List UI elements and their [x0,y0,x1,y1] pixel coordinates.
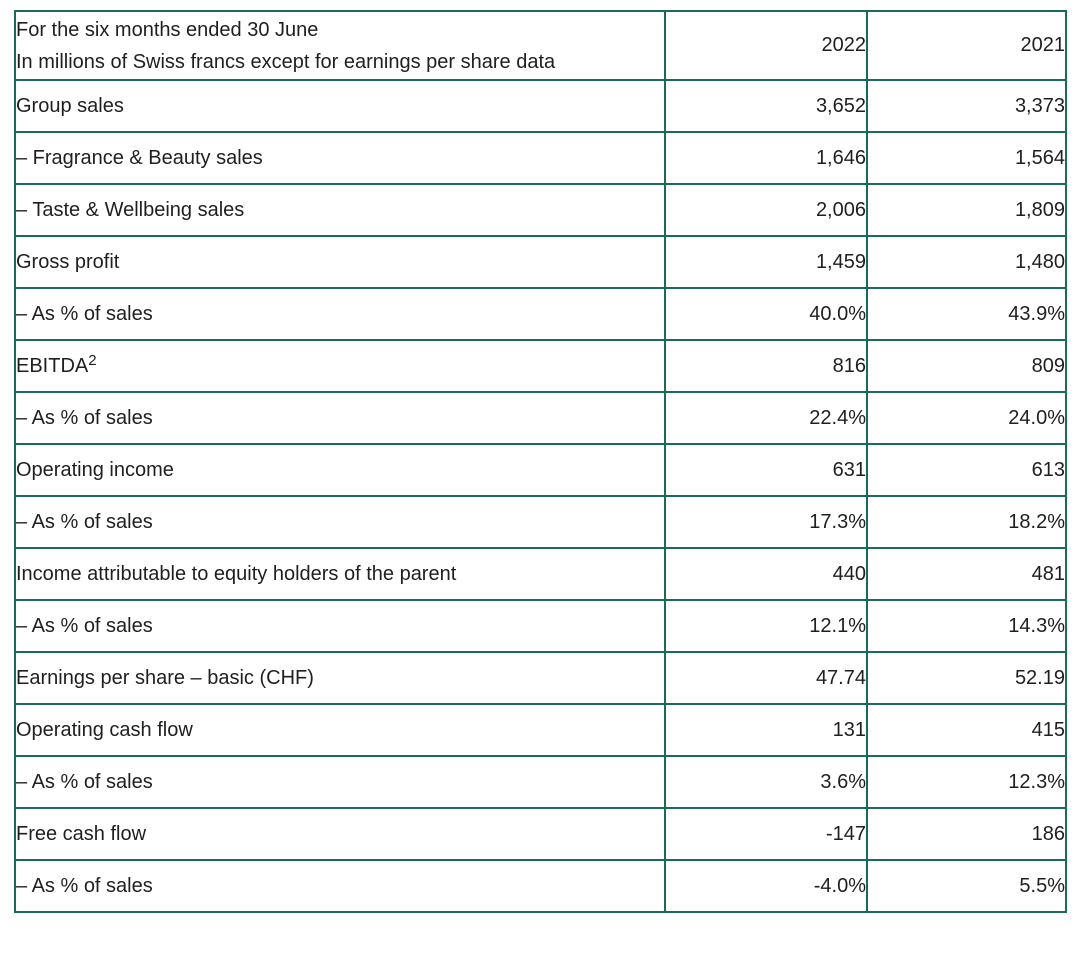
table-row: – As % of sales 17.3% 18.2% [14,495,1067,549]
row-label: Earnings per share – basic (CHF) [14,651,666,705]
row-label: Free cash flow [14,807,666,861]
table-row: – As % of sales 12.1% 14.3% [14,599,1067,653]
table-row: EBITDA2 816 809 [14,339,1067,393]
row-label: – As % of sales [14,755,666,809]
table-row: Operating income 631 613 [14,443,1067,497]
table-header-row: For the six months ended 30 June In mill… [14,10,1067,81]
value-2022: 17.3% [664,495,868,549]
value-2021: 43.9% [866,287,1067,341]
value-2021: 481 [866,547,1067,601]
table-row: Group sales 3,652 3,373 [14,79,1067,133]
financial-results-table: For the six months ended 30 June In mill… [14,10,1067,913]
value-2021: 415 [866,703,1067,757]
value-2022: 12.1% [664,599,868,653]
value-2021: 12.3% [866,755,1067,809]
table-row: – As % of sales 40.0% 43.9% [14,287,1067,341]
row-label: Operating cash flow [14,703,666,757]
value-2022: 3.6% [664,755,868,809]
value-2021: 1,809 [866,183,1067,237]
table-row: Operating cash flow 131 415 [14,703,1067,757]
row-label: – As % of sales [14,859,666,913]
financial-results-table-container: For the six months ended 30 June In mill… [14,10,1067,913]
column-header-2021: 2021 [866,10,1067,81]
value-2022: 2,006 [664,183,868,237]
value-2022: 3,652 [664,79,868,133]
value-2021: 52.19 [866,651,1067,705]
table-row: Free cash flow -147 186 [14,807,1067,861]
value-2021: 24.0% [866,391,1067,445]
table-row: – As % of sales -4.0% 5.5% [14,859,1067,913]
value-2021: 3,373 [866,79,1067,133]
value-2022: 816 [664,339,868,393]
value-2021: 1,564 [866,131,1067,185]
row-label: Operating income [14,443,666,497]
value-2022: -147 [664,807,868,861]
row-label: Group sales [14,79,666,133]
row-label-text: EBITDA [16,354,89,377]
value-2021: 809 [866,339,1067,393]
row-label: – As % of sales [14,287,666,341]
value-2022: 40.0% [664,287,868,341]
table-caption-line1: For the six months ended 30 June [16,18,319,41]
row-label: Gross profit [14,235,666,289]
column-header-2022: 2022 [664,10,868,81]
value-2022: 47.74 [664,651,868,705]
row-label: – Fragrance & Beauty sales [14,131,666,185]
row-label: EBITDA2 [14,339,666,393]
value-2022: 1,646 [664,131,868,185]
value-2021: 1,480 [866,235,1067,289]
table-caption-line2: In millions of Swiss francs except for e… [16,50,556,73]
value-2022: 131 [664,703,868,757]
value-2022: -4.0% [664,859,868,913]
table-row: Income attributable to equity holders of… [14,547,1067,601]
value-2022: 631 [664,443,868,497]
value-2021: 14.3% [866,599,1067,653]
table-row: – Taste & Wellbeing sales 2,006 1,809 [14,183,1067,237]
table-row: Gross profit 1,459 1,480 [14,235,1067,289]
row-label: – As % of sales [14,391,666,445]
value-2022: 1,459 [664,235,868,289]
row-label: – As % of sales [14,495,666,549]
value-2021: 5.5% [866,859,1067,913]
table-row: – Fragrance & Beauty sales 1,646 1,564 [14,131,1067,185]
value-2021: 18.2% [866,495,1067,549]
table-row: Earnings per share – basic (CHF) 47.74 5… [14,651,1067,705]
table-row: – As % of sales 22.4% 24.0% [14,391,1067,445]
value-2022: 22.4% [664,391,868,445]
table-row: – As % of sales 3.6% 12.3% [14,755,1067,809]
value-2022: 440 [664,547,868,601]
value-2021: 186 [866,807,1067,861]
footnote-marker: 2 [88,351,97,369]
row-label: – As % of sales [14,599,666,653]
row-label: Income attributable to equity holders of… [14,547,666,601]
value-2021: 613 [866,443,1067,497]
row-label: – Taste & Wellbeing sales [14,183,666,237]
table-caption-cell: For the six months ended 30 June In mill… [14,10,666,81]
